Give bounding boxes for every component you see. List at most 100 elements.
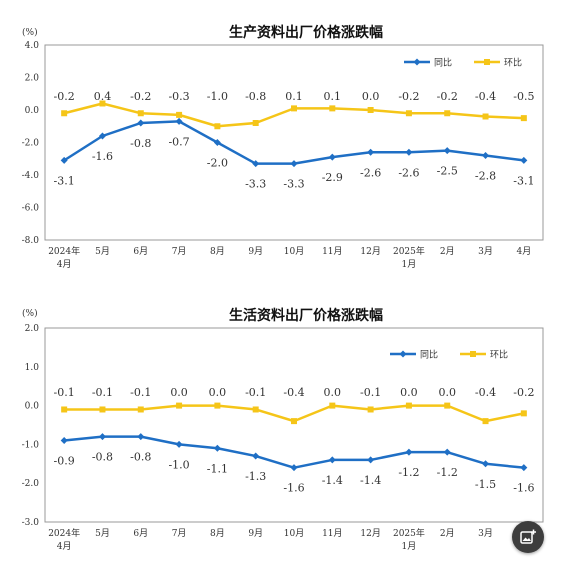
bottom-chart-point-yoy xyxy=(175,440,183,448)
bottom-chart-y-tick-label: 0.0 xyxy=(25,402,40,412)
top-chart-y-tick-label: -6.0 xyxy=(22,204,40,214)
bottom-chart-data-label-mom: -0.1 xyxy=(360,386,381,399)
bottom-chart-data-label-yoy: -0.8 xyxy=(130,451,151,464)
bottom-chart-plot-frame xyxy=(44,327,544,523)
top-chart-x-tick-label: 4月 xyxy=(57,259,72,270)
top-chart-point-mom xyxy=(329,105,336,112)
bottom-chart-point-yoy xyxy=(443,448,451,456)
top-chart-data-label-mom: -1.0 xyxy=(207,90,228,103)
top-chart-legend-label-yoy: 同比 xyxy=(434,57,452,69)
bottom-chart-data-label-yoy: -1.6 xyxy=(513,482,534,495)
top-chart-x-tick-label: 9月 xyxy=(248,246,263,257)
bottom-chart-point-yoy xyxy=(98,433,106,441)
top-chart-data-label-yoy: -1.6 xyxy=(92,150,113,163)
top-chart-title: 生产资料出厂价格涨跌幅 xyxy=(229,24,383,41)
bottom-chart-data-label-mom: 0.0 xyxy=(324,386,342,399)
bottom-chart-data-label-yoy: -1.3 xyxy=(245,470,266,483)
top-chart-point-yoy xyxy=(290,160,298,168)
bottom-chart-data-label-yoy: -1.4 xyxy=(322,474,343,487)
bottom-chart-point-mom xyxy=(367,406,374,413)
top-chart-data-label-mom: 0.1 xyxy=(285,90,303,103)
top-chart-x-tick-label: 6月 xyxy=(133,246,148,257)
bottom-chart-point-yoy xyxy=(520,464,528,472)
chart-producer-goods: 生产资料出厂价格涨跌幅 (%) 4.0 2.0 0.0 -2.0 -4.0 -6.0 -8.0 2… xyxy=(0,0,565,280)
bottom-chart-data-label-yoy: -1.5 xyxy=(475,478,496,491)
bottom-chart-data-label-mom: 0.0 xyxy=(400,386,418,399)
bottom-chart-x-tick-label: 6月 xyxy=(133,528,148,539)
bottom-chart-x-tick-label: 7月 xyxy=(172,528,187,539)
top-chart-legend-label-mom: 环比 xyxy=(504,57,522,69)
top-chart-data-label-yoy: -2.5 xyxy=(437,165,458,178)
top-chart-point-mom xyxy=(214,123,221,130)
top-chart-data-label-yoy: -2.6 xyxy=(398,166,419,179)
bottom-chart-x-tick-label: 2024年 xyxy=(48,527,80,539)
bottom-chart-legend-marker-yoy xyxy=(399,350,407,358)
top-chart-x-tick-label: 11月 xyxy=(322,246,342,257)
top-chart-data-label-yoy: -2.9 xyxy=(322,171,343,184)
top-chart-data-label-yoy: -2.8 xyxy=(475,170,496,183)
top-chart-legend-marker-yoy xyxy=(413,58,421,66)
chart-producer-goods-svg: 生产资料出厂价格涨跌幅 (%) 4.0 2.0 0.0 -2.0 -4.0 -6.0 -8.0 2… xyxy=(22,24,544,270)
top-chart-point-mom xyxy=(367,107,374,113)
bottom-chart-y-tick-label: -2.0 xyxy=(22,479,40,489)
top-chart-point-mom xyxy=(405,110,412,117)
top-chart-data-label-yoy: -0.8 xyxy=(130,137,151,150)
top-chart-point-yoy xyxy=(367,148,375,156)
bottom-chart-point-yoy xyxy=(482,460,490,468)
bottom-chart-data-label-mom: -0.1 xyxy=(130,386,151,399)
top-chart-point-yoy xyxy=(328,153,336,161)
top-chart-data-label-mom: -0.2 xyxy=(398,90,419,103)
top-chart-data-label-yoy: -0.7 xyxy=(168,135,189,148)
top-chart-data-label-mom: -0.2 xyxy=(54,90,75,103)
bottom-chart-y-tick-label: -1.0 xyxy=(22,440,40,450)
bottom-chart-data-label-mom: -0.1 xyxy=(54,386,75,399)
bottom-chart-data-label-yoy: -1.2 xyxy=(398,466,419,479)
top-chart-x-tick-label: 2024年 xyxy=(48,245,80,257)
top-chart-x-tick-label: 5月 xyxy=(95,246,110,257)
bottom-chart-point-mom xyxy=(61,406,68,413)
bottom-chart-point-yoy xyxy=(252,452,260,460)
top-chart-point-mom xyxy=(137,110,144,117)
top-chart-y-tick-label: -4.0 xyxy=(22,171,40,181)
top-chart-data-label-mom: -0.4 xyxy=(475,90,496,103)
top-chart-data-label-mom: 0.4 xyxy=(94,90,112,103)
bottom-chart-point-mom xyxy=(329,402,336,409)
bottom-chart-y-tick-label: 2.0 xyxy=(25,324,40,334)
top-chart-data-label-mom: -0.3 xyxy=(168,90,189,103)
chart-consumer-goods: 生活资料出厂价格涨跌幅 (%) 2.0 1.0 0.0 -1.0 -2.0 -3.0 2024年… xyxy=(0,295,565,570)
top-chart-point-mom xyxy=(444,110,451,117)
bottom-chart-point-yoy xyxy=(367,456,375,464)
top-chart-point-yoy xyxy=(137,119,145,127)
image-edit-icon xyxy=(520,529,536,544)
top-chart-point-mom xyxy=(252,120,259,126)
bottom-chart-title: 生活资料出厂价格涨跌幅 xyxy=(229,307,383,324)
bottom-chart-point-yoy xyxy=(137,433,145,441)
bottom-chart-legend-label-mom: 环比 xyxy=(490,349,508,361)
bottom-chart-x-tick-label: 2月 xyxy=(440,528,455,539)
bottom-chart-data-label-yoy: -1.0 xyxy=(168,458,189,471)
top-chart-data-label-yoy: -3.1 xyxy=(54,174,75,187)
top-chart-legend-marker-mom xyxy=(484,59,490,65)
bottom-chart-point-yoy xyxy=(60,437,68,445)
top-chart-data-label-yoy: -3.3 xyxy=(283,178,304,191)
bottom-chart-data-label-yoy: -1.4 xyxy=(360,474,381,487)
bottom-chart-y-tick-label: 1.0 xyxy=(25,363,40,373)
bottom-chart-legend-marker-mom xyxy=(470,351,476,357)
top-chart-y-tick-label: -8.0 xyxy=(22,236,40,246)
bottom-chart-point-mom xyxy=(99,406,106,413)
top-chart-data-label-mom: -0.2 xyxy=(130,90,151,103)
bottom-chart-data-label-yoy: -0.9 xyxy=(54,455,75,468)
top-chart-data-label-yoy: -3.1 xyxy=(513,174,534,187)
bottom-chart-unit-label: (%) xyxy=(22,308,38,319)
top-chart-data-label-mom: -0.5 xyxy=(513,90,534,103)
top-chart-point-yoy xyxy=(482,152,490,159)
bottom-chart-point-yoy xyxy=(290,464,298,472)
bottom-chart-x-tick-label: 12月 xyxy=(360,528,380,539)
top-chart-x-tick-label: 3月 xyxy=(478,246,493,257)
bottom-chart-y-tick-label: -3.0 xyxy=(22,518,40,528)
bottom-chart-data-label-mom: -0.4 xyxy=(283,386,304,399)
image-edit-button[interactable] xyxy=(512,521,544,553)
bottom-chart-data-label-yoy: -1.2 xyxy=(437,466,458,479)
top-chart-point-yoy xyxy=(98,132,106,140)
top-chart-point-mom xyxy=(520,115,527,122)
